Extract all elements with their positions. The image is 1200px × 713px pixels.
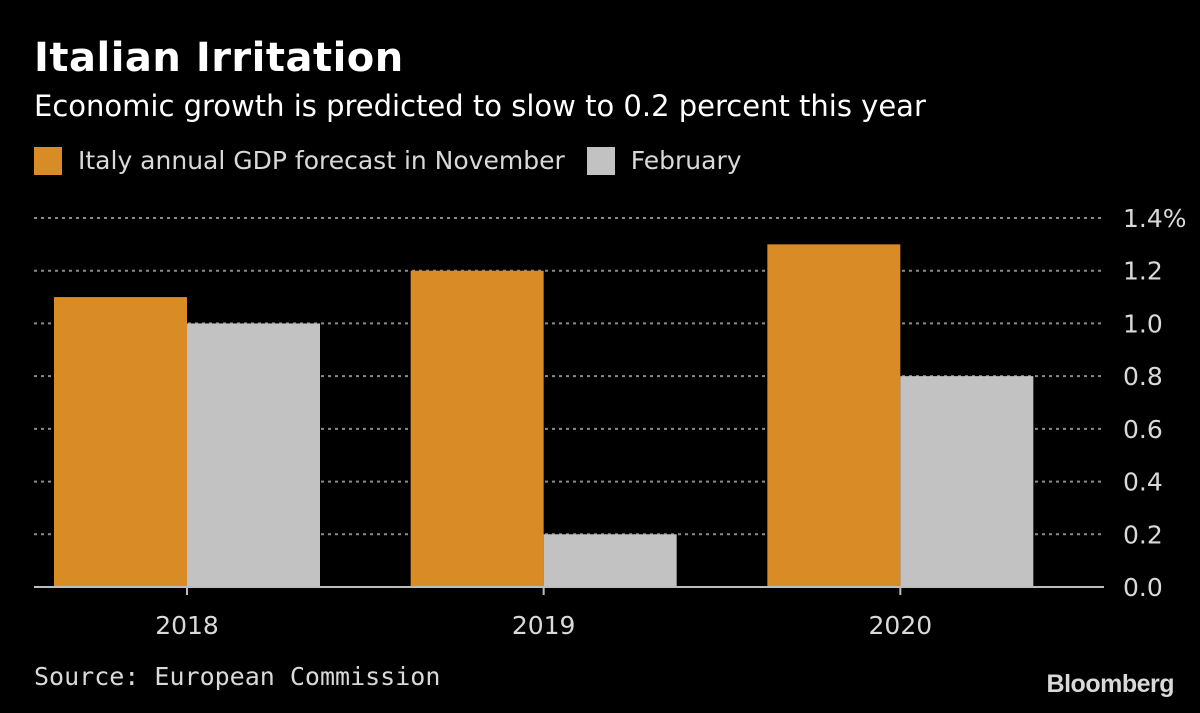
y-tick-label: 1.2	[1123, 257, 1163, 286]
source-note: Source: European Commission	[34, 662, 441, 691]
y-tick-label: 0.0	[1123, 573, 1163, 602]
bar-february-2019	[543, 534, 677, 587]
chart-title: Italian Irritation	[34, 35, 404, 81]
chart-subtitle: Economic growth is predicted to slow to …	[34, 89, 926, 123]
x-tick-label: 2018	[155, 611, 219, 640]
bar-november-2018	[54, 297, 187, 587]
y-tick-label: 1.0	[1123, 309, 1163, 338]
legend: Italy annual GDP forecast in November Fe…	[34, 146, 764, 175]
legend-item-february: February	[586, 146, 742, 175]
y-tick-label: 1.4%	[1123, 204, 1187, 233]
legend-swatch-november	[34, 146, 62, 175]
bloomberg-logo: Bloomberg	[1046, 670, 1175, 698]
y-tick-label: 0.2	[1123, 520, 1163, 549]
legend-label-february: February	[630, 146, 742, 175]
y-tick-label: 0.6	[1123, 415, 1163, 444]
y-tick-label: 0.8	[1123, 362, 1163, 391]
legend-swatch-february	[586, 146, 615, 175]
legend-label-november: Italy annual GDP forecast in November	[78, 146, 565, 175]
bar-february-2018	[187, 323, 320, 587]
bar-february-2020	[900, 376, 1034, 587]
legend-item-november: Italy annual GDP forecast in November	[34, 146, 565, 175]
y-tick-label: 0.4	[1123, 468, 1163, 497]
x-tick-label: 2020	[869, 611, 933, 640]
bar-november-2019	[410, 270, 544, 587]
bar-november-2020	[767, 244, 901, 587]
x-tick-label: 2019	[512, 611, 576, 640]
